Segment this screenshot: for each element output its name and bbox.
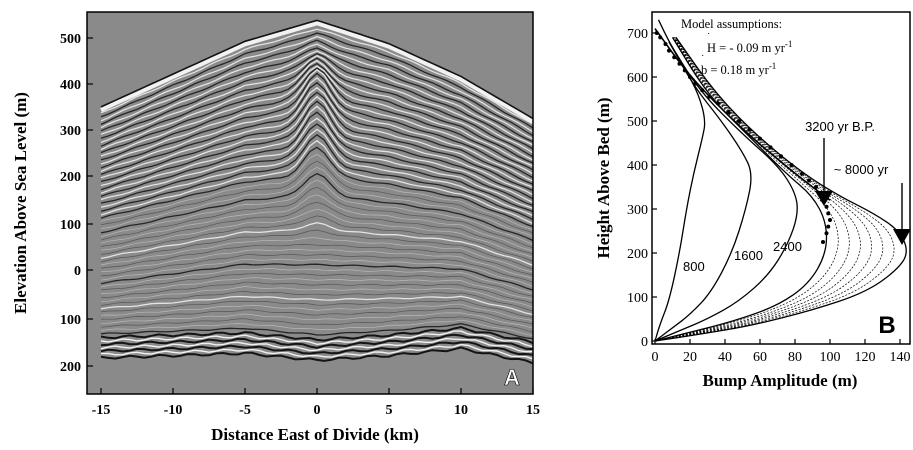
observed-point bbox=[779, 154, 783, 158]
observed-point bbox=[825, 205, 829, 209]
panel-a: 500 400 300 200 100 0 100 200 -15 -10 -5 0 5 10 15 El… bbox=[11, 12, 540, 444]
panel-a-y-tick-label: 0 bbox=[74, 264, 81, 279]
panel-a-x-tick-label: 0 bbox=[314, 403, 321, 418]
panel-b-y-tick-label: 500 bbox=[627, 115, 648, 130]
panel-a-x-tick-label: 10 bbox=[454, 403, 468, 418]
observed-point bbox=[828, 218, 832, 222]
panel-b-y-tick-label: 200 bbox=[627, 247, 648, 262]
panel-a-x-tick-label: -10 bbox=[164, 403, 183, 418]
intermediate-model-curve bbox=[655, 37, 872, 341]
panel-b-ylabel: Height Above Bed (m) bbox=[594, 97, 613, 258]
model-curve bbox=[655, 42, 797, 341]
legend-h-dot: ˙ bbox=[707, 32, 710, 43]
panel-b-x-tick-label: 0 bbox=[652, 350, 659, 365]
panel-a-x-tick-label: -15 bbox=[92, 403, 111, 418]
panel-b-y-tick-label: 700 bbox=[627, 27, 648, 42]
legend-b-text: = 0.18 m yr bbox=[707, 63, 769, 77]
intermediate-model-curve bbox=[655, 37, 883, 341]
legend-h-text: = - 0.09 m yr bbox=[716, 41, 786, 55]
legend-line-1: H = - 0.09 m yr-1 bbox=[707, 39, 792, 55]
observed-point bbox=[683, 68, 687, 72]
legend-h-exp: -1 bbox=[785, 39, 793, 49]
panel-a-y-tick-label: 300 bbox=[60, 124, 81, 139]
panel-a-y-tick-label: 200 bbox=[60, 170, 81, 185]
curve-label-800: 800 bbox=[683, 259, 705, 274]
intermediate-model-curve bbox=[655, 37, 849, 341]
panel-a-y-tick-label: 500 bbox=[60, 32, 81, 47]
observed-point bbox=[807, 178, 811, 182]
panel-b-letter: B bbox=[878, 312, 895, 339]
panel-b-x-tick-label: 20 bbox=[683, 350, 697, 365]
observed-point bbox=[826, 225, 830, 229]
panel-a-y-tick-label: 200 bbox=[60, 360, 81, 375]
observed-point bbox=[700, 88, 704, 92]
panel-b-x-ticks: 0 20 40 60 80 100 120 140 bbox=[652, 339, 911, 365]
observed-point bbox=[769, 145, 773, 149]
observed-point bbox=[825, 231, 829, 235]
annotation-8000: ~ 8000 yr bbox=[834, 162, 889, 177]
curve-label-1600: 1600 bbox=[734, 248, 763, 263]
observed-point bbox=[790, 163, 794, 167]
observed-point bbox=[727, 110, 731, 114]
panel-a-x-tick-label: -5 bbox=[239, 403, 251, 418]
panel-a-letter: A bbox=[504, 365, 520, 390]
model-curves bbox=[655, 20, 906, 341]
panel-b-y-tick-label: 100 bbox=[627, 291, 648, 306]
panel-b-x-tick-label: 140 bbox=[890, 350, 911, 365]
panel-b: 0 100 200 300 400 500 600 700 0 20 40 60 80 100 120 14… bbox=[594, 12, 911, 390]
observed-point bbox=[693, 82, 697, 86]
panel-b-x-tick-label: 100 bbox=[820, 350, 841, 365]
annotation-3200: 3200 yr B.P. bbox=[805, 119, 875, 134]
annotation-8000-arrowhead bbox=[893, 229, 911, 245]
panel-a-x-tick-label: 5 bbox=[386, 403, 393, 418]
panel-b-x-tick-label: 120 bbox=[855, 350, 876, 365]
legend-h-symbol: H bbox=[707, 41, 716, 55]
legend-b-exp: -1 bbox=[769, 61, 777, 71]
observed-point bbox=[737, 119, 741, 123]
observed-point bbox=[658, 35, 662, 39]
observed-point bbox=[800, 172, 804, 176]
model-curve bbox=[655, 37, 827, 341]
observed-point bbox=[678, 62, 682, 66]
legend-b-dot: ˙ bbox=[701, 54, 704, 65]
annotation-3200-arrowhead bbox=[815, 191, 833, 206]
observed-point bbox=[707, 95, 711, 99]
observed-point bbox=[814, 185, 818, 189]
observed-point bbox=[716, 101, 720, 105]
panel-a-y-tick-label: 400 bbox=[60, 78, 81, 93]
intermediate-model-curve bbox=[655, 37, 838, 341]
panel-b-xlabel: Bump Amplitude (m) bbox=[703, 371, 858, 390]
legend-line-2: b = 0.18 m yr-1 bbox=[701, 61, 776, 77]
curve-label-2400: 2400 bbox=[773, 239, 802, 254]
panel-a-y-tick-label: 100 bbox=[60, 218, 81, 233]
panel-b-x-tick-label: 60 bbox=[753, 350, 767, 365]
panel-b-y-tick-label: 300 bbox=[627, 203, 648, 218]
panel-b-y-tick-label: 0 bbox=[641, 335, 648, 350]
panel-a-xlabel: Distance East of Divide (km) bbox=[211, 425, 419, 444]
panel-a-x-tick-label: 15 bbox=[526, 403, 540, 418]
observed-point bbox=[748, 128, 752, 132]
observed-point bbox=[688, 75, 692, 79]
observed-point bbox=[672, 55, 676, 59]
panel-b-x-tick-label: 80 bbox=[788, 350, 802, 365]
panel-a-ylabel: Elevation Above Sea Level (m) bbox=[11, 92, 30, 314]
observed-point bbox=[664, 42, 668, 46]
panel-a-y-tick-label: 100 bbox=[60, 313, 81, 328]
observed-point bbox=[758, 137, 762, 141]
observed-point bbox=[667, 49, 671, 53]
panel-b-y-tick-label: 600 bbox=[627, 71, 648, 86]
observed-point bbox=[826, 211, 830, 215]
legend-title: Model assumptions: bbox=[681, 17, 782, 31]
panel-b-x-tick-label: 40 bbox=[718, 350, 732, 365]
panel-b-frame bbox=[652, 12, 910, 344]
observed-point bbox=[821, 240, 825, 244]
panel-b-y-tick-label: 400 bbox=[627, 159, 648, 174]
